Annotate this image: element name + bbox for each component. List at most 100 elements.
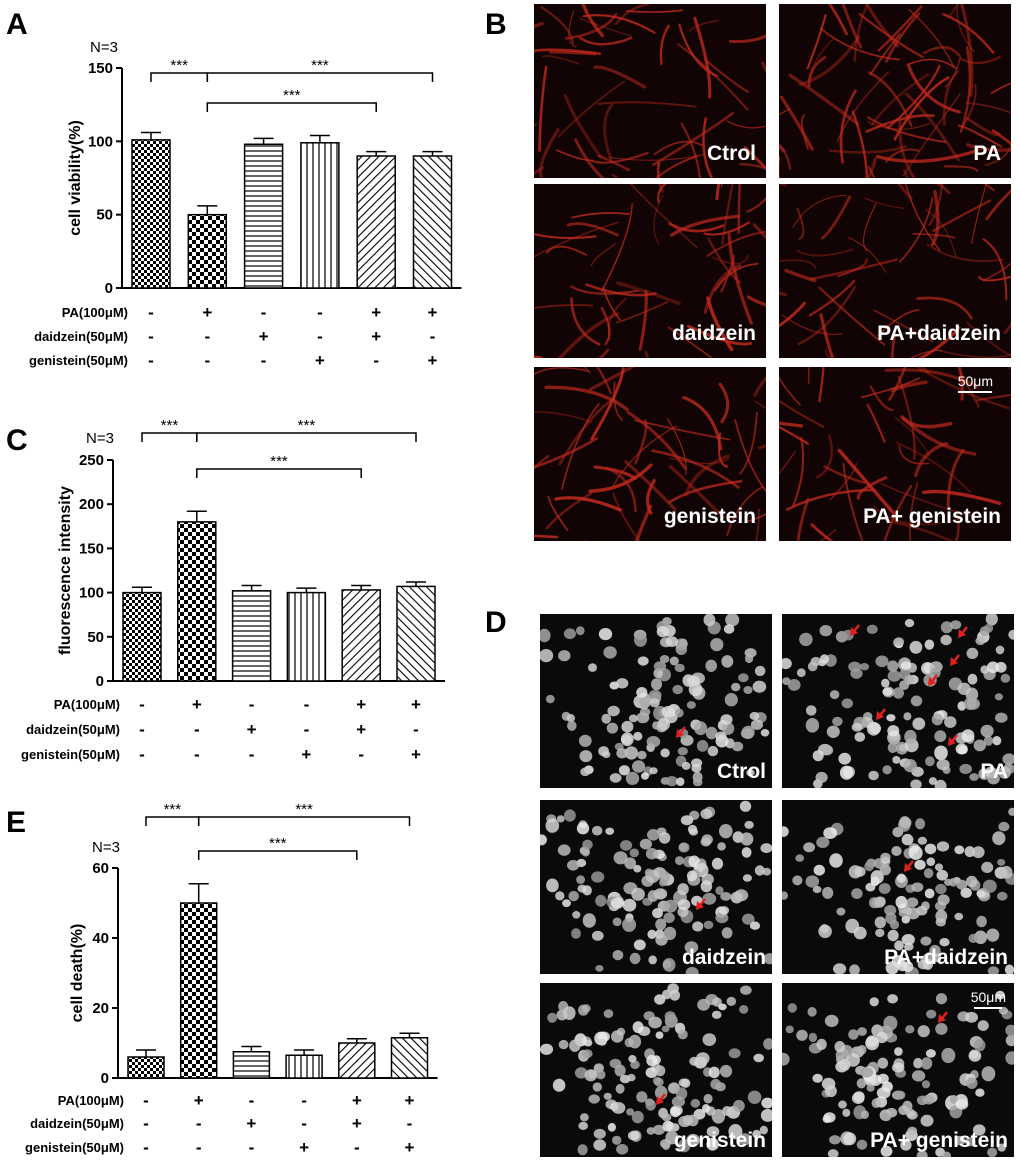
- micrograph-b-label-2: PA: [973, 142, 1001, 165]
- chart-c-treatment-mark: +: [411, 745, 421, 764]
- chart-a-treatment-label-3: genistein(50μM): [29, 353, 128, 368]
- chart-e-significance-bracket-2: [197, 816, 411, 826]
- panel-letter-c: C: [6, 424, 28, 457]
- chart-c-bar-6: [396, 585, 436, 682]
- chart-c-significance-bracket-3: [196, 468, 362, 478]
- micrograph-b-label-4: PA+daidzein: [877, 322, 1001, 345]
- apoptosis-arrow-icon: [950, 654, 960, 666]
- chart-a-treatment-mark: -: [373, 351, 379, 370]
- chart-a-bar-4: [300, 142, 340, 289]
- chart-c-treatment-mark: -: [139, 720, 145, 739]
- chart-a-significance-bracket-1: [150, 72, 209, 82]
- chart-a-bar-2: [187, 213, 228, 289]
- chart-e-significance-bracket-3: [197, 850, 358, 860]
- micrograph-b-2: PA: [779, 4, 1011, 178]
- micrograph-d-4: PA+daidzein: [782, 800, 1014, 974]
- apoptosis-arrow-icon: [876, 708, 886, 720]
- chart-c-y-tick-label: 150: [79, 540, 104, 557]
- chart-a-significance-label-2: ***: [311, 57, 329, 74]
- apoptosis-arrow-icon: [850, 624, 860, 636]
- chart-c-y-tick-label: 0: [96, 673, 104, 690]
- chart-c-y-axis-label: fluorescence intensity: [57, 486, 74, 655]
- chart-c-bar-3: [231, 590, 272, 682]
- nuclear-stain-image: [782, 990, 1014, 1157]
- chart-c-significance-bracket-1: [141, 432, 198, 442]
- apoptosis-arrow-icon: [676, 726, 686, 738]
- micrograph-d-label-6: PA+ genistein: [870, 1129, 1008, 1152]
- chart-e-bar-6: [390, 1037, 429, 1079]
- chart-c-y-tick-label: 200: [79, 496, 104, 513]
- fluorescence-image: [534, 4, 766, 178]
- chart-c-treatment-mark: -: [249, 695, 255, 714]
- micrograph-d-5: genistein: [540, 983, 772, 1157]
- micrograph-d-2: PA: [782, 614, 1014, 788]
- chart-a-bar-3: [243, 143, 284, 289]
- chart-e-treatment-mark: -: [143, 1138, 149, 1157]
- apoptosis-arrow-icon: [958, 626, 968, 638]
- chart-a-significance-label-3: ***: [283, 87, 301, 104]
- chart-c-treatment-mark: +: [192, 695, 202, 714]
- chart-a-bar-1: [131, 139, 171, 289]
- chart-c-y-tick-label: 250: [79, 452, 104, 469]
- chart-e-bar-3: [232, 1051, 271, 1079]
- chart-e-significance-label-2: ***: [295, 801, 313, 818]
- chart-e-treatment-mark: +: [246, 1114, 256, 1133]
- micrograph-b-4: PA+daidzein: [779, 184, 1011, 358]
- chart-e-treatment-mark: +: [194, 1091, 204, 1110]
- chart-e-treatment-mark: -: [196, 1138, 202, 1157]
- micrograph-b-3: daidzein: [534, 184, 766, 358]
- chart-a-treatment-mark: -: [430, 327, 436, 346]
- chart-c-treatment-mark: -: [194, 720, 200, 739]
- micrograph-d-label-3: daidzein: [681, 946, 766, 969]
- chart-e-bar-4: [285, 1054, 323, 1079]
- chart-a-y-tick-label: 100: [88, 133, 113, 150]
- chart-e-treatment-mark: -: [196, 1114, 202, 1133]
- chart-a-treatment-mark: +: [371, 303, 381, 322]
- chart-e-treatment-mark: -: [354, 1138, 360, 1157]
- chart-e-bar-1: [127, 1056, 165, 1079]
- micrograph-b-1: Ctrol: [534, 4, 766, 178]
- chart-c-treatment-label-2: daidzein(50μM): [26, 722, 120, 737]
- chart-a-y-tick-label: 150: [88, 60, 113, 77]
- micrograph-b-label-5: genistein: [663, 505, 756, 528]
- chart-c-treatment-label-1: PA(100μM): [54, 697, 120, 712]
- micrograph-d-label-2: PA: [980, 760, 1008, 783]
- chart-e-treatment-mark: +: [352, 1114, 362, 1133]
- panel-letter-b: B: [485, 8, 507, 41]
- scale-bar-line: [958, 391, 993, 393]
- chart-c-treatment-mark: -: [304, 720, 310, 739]
- apoptosis-arrow-icon: [928, 674, 938, 686]
- chart-a-note: N=3: [90, 39, 118, 56]
- chart-c-treatment-mark: -: [304, 695, 310, 714]
- chart-e-y-tick-label: 0: [101, 1070, 109, 1087]
- chart-e-note: N=3: [92, 839, 120, 856]
- apoptosis-arrow-icon: [696, 898, 706, 910]
- chart-c-treatment-mark: +: [301, 745, 311, 764]
- micrograph-d-label-1: Ctrol: [717, 760, 766, 783]
- nuclear-stain-image: [540, 983, 772, 1156]
- chart-e-treatment-label-3: genistein(50μM): [25, 1140, 124, 1155]
- apoptosis-arrow-icon: [938, 1011, 948, 1023]
- chart-e-treatment-mark: +: [405, 1091, 415, 1110]
- apoptosis-arrow-icon: [904, 860, 914, 872]
- chart-a-treatment-mark: -: [261, 351, 267, 370]
- fluorescence-image: [534, 367, 766, 541]
- micrograph-d-label-5: genistein: [673, 1129, 766, 1152]
- chart-c-treatment-mark: +: [356, 720, 366, 739]
- chart-a-treatment-mark: +: [371, 327, 381, 346]
- chart-a-treatment-mark: -: [317, 327, 323, 346]
- chart-a-significance-bracket-3: [206, 102, 377, 112]
- chart-a-treatment-mark: +: [259, 327, 269, 346]
- micrograph-b-label-3: daidzein: [671, 322, 756, 345]
- scale-bar-line: [974, 1007, 1003, 1009]
- chart-e-y-axis-label: cell death(%): [69, 924, 86, 1023]
- chart-e-treatment-label-1: PA(100μM): [58, 1093, 124, 1108]
- chart-a-treatment-mark: -: [204, 351, 210, 370]
- chart-e-significance-bracket-1: [145, 816, 200, 826]
- chart-e-treatment-mark: -: [249, 1091, 255, 1110]
- chart-a-y-tick-label: 50: [96, 207, 113, 224]
- fluorescence-image: [779, 184, 1011, 358]
- micrograph-b-5: genistein: [534, 367, 766, 541]
- panel-letter-a: A: [6, 8, 28, 41]
- chart-c-treatment-mark: -: [358, 745, 364, 764]
